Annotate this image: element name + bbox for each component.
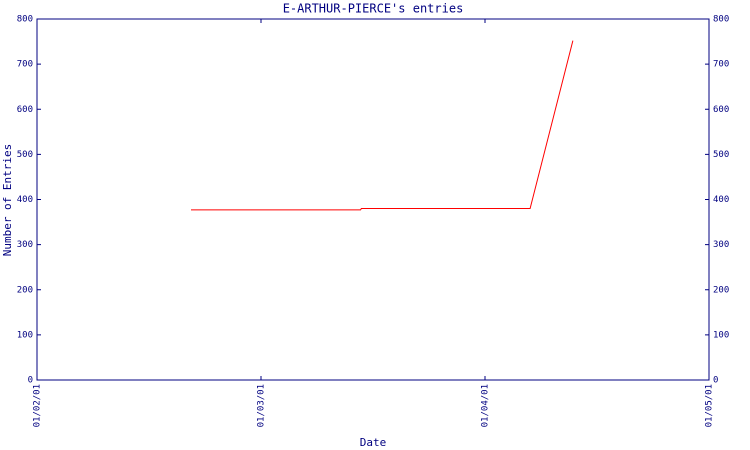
y-tick-label-right: 500 [713,150,729,160]
y-tick-label-right: 200 [713,285,729,295]
chart-title: E-ARTHUR-PIERCE's entries [283,2,464,16]
y-tick-label-right: 0 [713,376,718,386]
y-tick-label: 200 [17,285,33,295]
y-tick-label-right: 100 [713,330,729,340]
y-tick-label: 400 [17,195,33,205]
y-tick-label-right: 400 [713,195,729,205]
x-tick-label: 01/02/01 [33,384,43,427]
y-tick-label: 300 [17,240,33,250]
x-tick-label: 01/05/01 [705,384,715,427]
y-tick-label: 500 [17,150,33,160]
x-tick-label: 01/03/01 [257,384,267,427]
plot-frame [36,18,710,381]
y-tick-label: 700 [17,60,33,70]
y-tick-label: 600 [17,105,33,115]
y-tick-label: 0 [28,376,33,386]
x-axis-label: Date [360,436,387,449]
y-axis-label: Number of Entries [1,144,14,257]
y-tick-label-right: 300 [713,240,729,250]
x-tick-label: 01/04/01 [481,384,491,427]
y-tick-label: 100 [17,330,33,340]
y-tick-label-right: 600 [713,105,729,115]
y-tick-label-right: 700 [713,60,729,70]
y-tick-label-right: 800 [713,15,729,25]
y-tick-label: 800 [17,15,33,25]
line-series [191,40,574,211]
